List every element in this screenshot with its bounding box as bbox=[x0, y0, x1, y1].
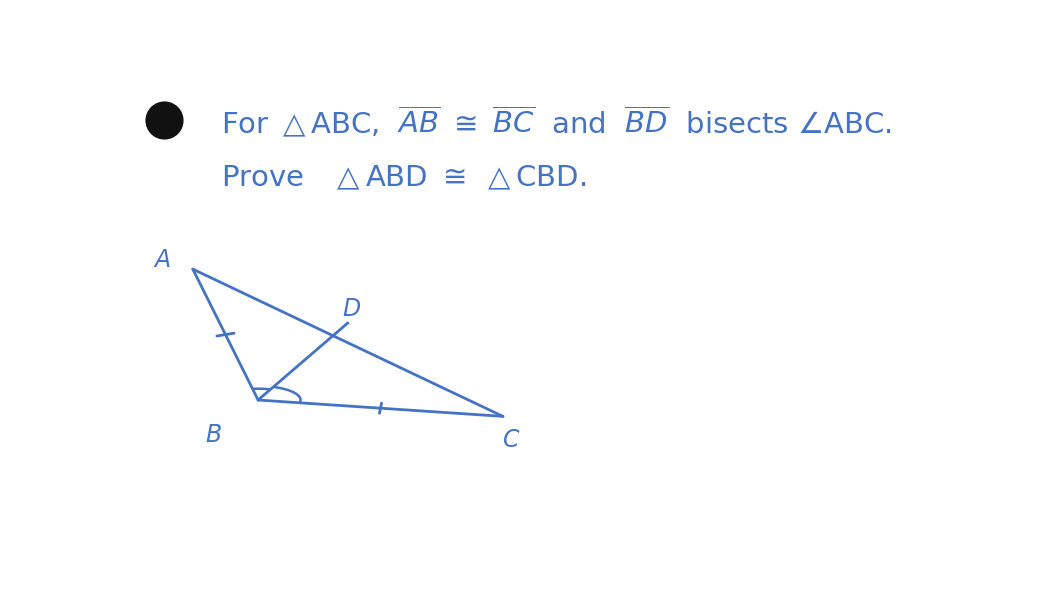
Text: Prove   $\triangle$ABD $\cong$ $\triangle$CBD.: Prove $\triangle$ABD $\cong$ $\triangle$… bbox=[221, 164, 587, 192]
Text: A: A bbox=[155, 248, 171, 272]
Text: For $\triangle$ABC,  $\overline{AB}$ $\cong$ $\overline{BC}$  and  $\overline{BD: For $\triangle$ABC, $\overline{AB}$ $\co… bbox=[221, 104, 892, 140]
Text: B: B bbox=[205, 423, 221, 447]
Point bbox=[156, 115, 173, 124]
Text: C: C bbox=[503, 428, 519, 452]
Polygon shape bbox=[155, 120, 174, 136]
Text: D: D bbox=[343, 297, 361, 321]
